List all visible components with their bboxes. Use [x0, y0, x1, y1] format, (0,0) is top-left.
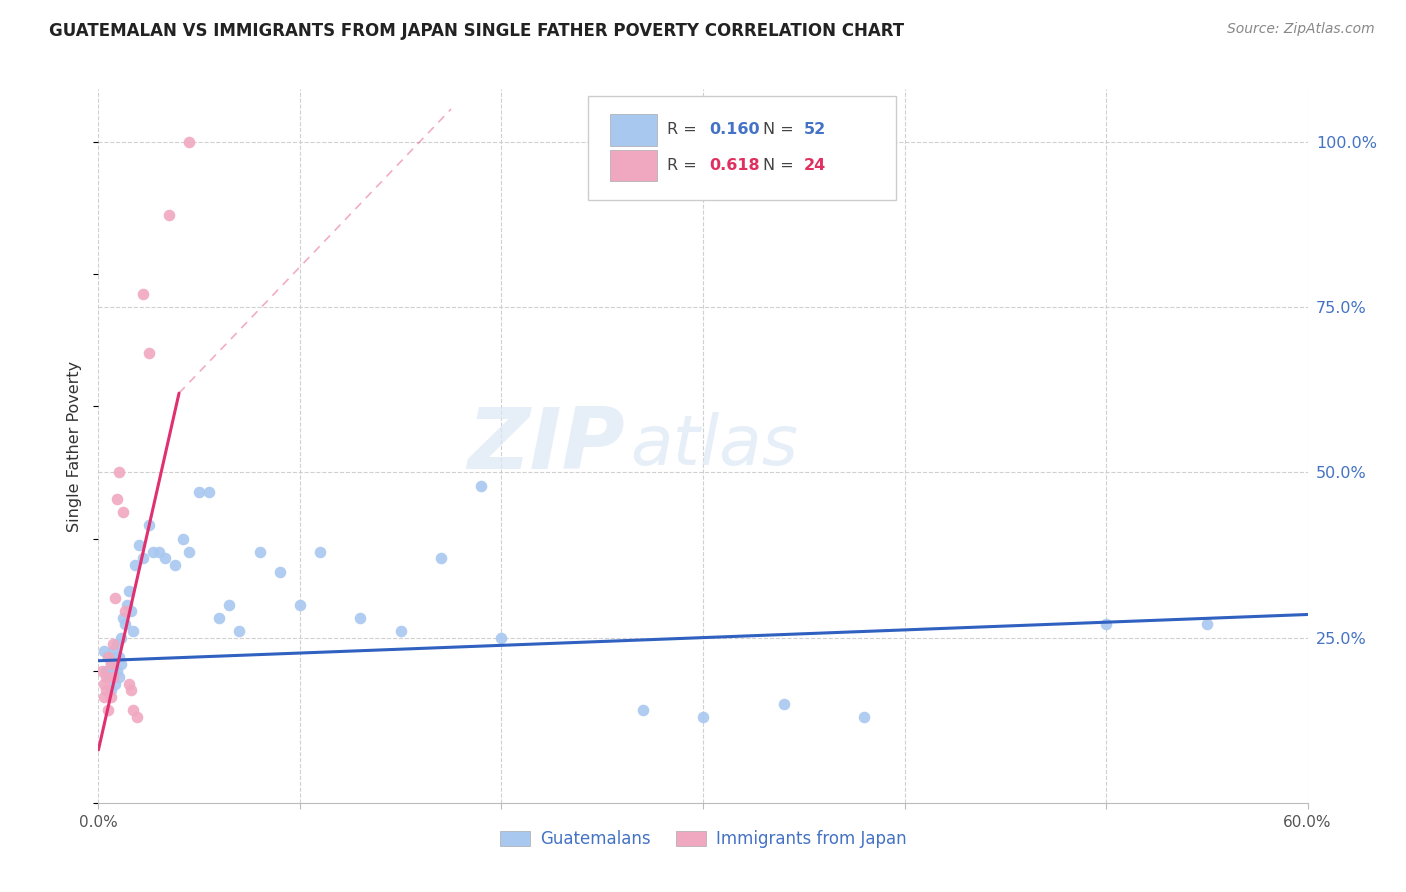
Point — [132, 287, 155, 301]
Point — [107, 466, 129, 480]
Point — [249, 545, 271, 559]
Point — [208, 611, 231, 625]
Point — [163, 558, 186, 572]
Point — [120, 683, 142, 698]
Point — [110, 631, 132, 645]
Point — [631, 703, 654, 717]
Point — [100, 657, 122, 671]
Point — [218, 598, 240, 612]
Point — [100, 690, 122, 704]
FancyBboxPatch shape — [610, 150, 657, 181]
Point — [1095, 617, 1118, 632]
Point — [91, 664, 114, 678]
Point — [148, 545, 170, 559]
Point — [138, 518, 160, 533]
Point — [153, 551, 176, 566]
Point — [111, 611, 134, 625]
Point — [288, 598, 311, 612]
Point — [93, 644, 115, 658]
Point — [107, 670, 129, 684]
Text: atlas: atlas — [630, 412, 799, 480]
Point — [110, 657, 132, 671]
Text: GUATEMALAN VS IMMIGRANTS FROM JAPAN SINGLE FATHER POVERTY CORRELATION CHART: GUATEMALAN VS IMMIGRANTS FROM JAPAN SING… — [49, 22, 904, 40]
Point — [96, 683, 118, 698]
Point — [138, 346, 160, 360]
Point — [93, 690, 115, 704]
Point — [157, 208, 180, 222]
Point — [101, 644, 124, 658]
Point — [188, 485, 211, 500]
Point — [1195, 617, 1218, 632]
Point — [121, 703, 143, 717]
Point — [198, 485, 221, 500]
Point — [121, 624, 143, 638]
Point — [107, 650, 129, 665]
Point — [269, 565, 291, 579]
Text: R =: R = — [666, 122, 702, 137]
Point — [309, 545, 332, 559]
Point — [97, 650, 120, 665]
Point — [105, 637, 128, 651]
Point — [120, 604, 142, 618]
Point — [97, 703, 120, 717]
Point — [142, 545, 165, 559]
Text: 24: 24 — [803, 158, 825, 173]
Point — [491, 631, 513, 645]
Text: 0.160: 0.160 — [709, 122, 759, 137]
Point — [101, 664, 124, 678]
Point — [179, 135, 201, 149]
Y-axis label: Single Father Poverty: Single Father Poverty — [67, 360, 83, 532]
Point — [111, 505, 134, 519]
Text: 52: 52 — [803, 122, 825, 137]
Text: N =: N = — [763, 122, 800, 137]
Point — [470, 478, 492, 492]
Point — [115, 598, 138, 612]
Point — [96, 664, 118, 678]
Point — [772, 697, 794, 711]
Point — [101, 637, 124, 651]
Point — [853, 710, 876, 724]
Point — [101, 670, 124, 684]
Point — [118, 677, 141, 691]
Point — [105, 491, 128, 506]
Text: 0.618: 0.618 — [709, 158, 759, 173]
Point — [132, 551, 155, 566]
Point — [389, 624, 412, 638]
Point — [172, 532, 194, 546]
Point — [103, 650, 125, 665]
Point — [228, 624, 250, 638]
Point — [114, 604, 136, 618]
Point — [103, 677, 125, 691]
Text: ZIP: ZIP — [467, 404, 624, 488]
FancyBboxPatch shape — [588, 96, 897, 200]
Point — [430, 551, 453, 566]
Point — [97, 650, 120, 665]
Point — [96, 670, 118, 684]
Point — [105, 664, 128, 678]
Point — [692, 710, 714, 724]
Point — [103, 591, 125, 605]
Point — [93, 677, 115, 691]
Point — [114, 617, 136, 632]
Point — [125, 710, 148, 724]
FancyBboxPatch shape — [610, 114, 657, 145]
Point — [118, 584, 141, 599]
Point — [100, 657, 122, 671]
Point — [128, 538, 150, 552]
Text: R =: R = — [666, 158, 702, 173]
Legend: Guatemalans, Immigrants from Japan: Guatemalans, Immigrants from Japan — [494, 824, 912, 855]
Point — [179, 545, 201, 559]
Text: N =: N = — [763, 158, 800, 173]
Point — [97, 670, 120, 684]
Text: Source: ZipAtlas.com: Source: ZipAtlas.com — [1227, 22, 1375, 37]
Point — [124, 558, 146, 572]
Point — [349, 611, 371, 625]
Point — [100, 683, 122, 698]
